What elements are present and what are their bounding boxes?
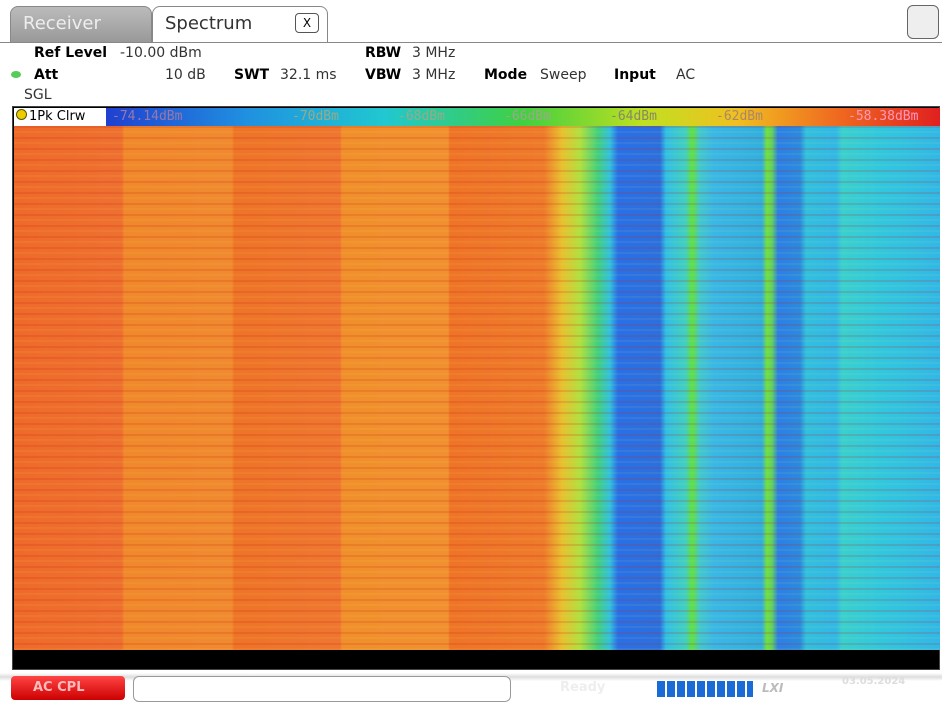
spectrogram [14,126,940,650]
color-scale-label: -62dBm [716,109,763,124]
spectrogram-texture [14,126,940,650]
progress-indicator [657,681,753,697]
status-state: Ready [560,680,606,695]
span: Span 3.59999999 GHz [338,651,499,667]
status-date: 03.05.2024 [842,676,906,687]
spectrum-tab-label: Spectrum [165,13,253,34]
color-scale-label: -68dBm [398,109,445,124]
mode: Sweep [540,67,587,83]
mode-label: Mode [484,67,528,83]
menu-button[interactable] [907,5,939,39]
remote-indicator: LXI [762,681,784,695]
timestamp: 2024-May-03 13:00:32.849 [704,651,907,667]
coupling-indicator[interactable]: AC CPL [11,676,125,700]
input-label: Input [614,67,656,83]
ref-level-label: Ref Level [34,45,108,61]
spectrum-tab[interactable]: Spectrum [152,6,328,42]
color-scale [14,108,940,126]
input: AC [676,67,696,83]
close-tab[interactable]: X [295,13,319,33]
receiver-tab[interactable]: Receiver [10,6,152,42]
message-field [133,676,511,702]
color-scale-label: -70dBm [292,109,339,124]
rbw-label: RBW [365,45,402,61]
swt-label: SWT [234,67,270,83]
vbw-label: VBW [365,67,402,83]
trace-label: 1Pk Clrw [14,108,106,126]
trace-label-text: 1Pk Clrw [29,109,86,124]
sweep-mode: SGL [24,87,52,103]
vbw: 3 MHz [412,67,456,83]
ref-level: -10.00 dBm [120,45,202,61]
center-frequency: CF 189.7367 kHz [14,651,141,667]
tab-line [0,42,942,43]
color-scale-label: -58.38dBm [848,109,919,124]
att: 10 dB [165,67,206,83]
color-scale-label: -66dBm [504,109,551,124]
trace-indicator [16,109,27,120]
rbw: 3 MHz [412,45,456,61]
color-scale-label: -64dBm [610,109,657,124]
swt: 32.1 ms [280,67,337,83]
att-label: Att [34,67,59,83]
color-scale-label: -74.14dBm [112,109,183,124]
att-indicator [11,71,21,78]
